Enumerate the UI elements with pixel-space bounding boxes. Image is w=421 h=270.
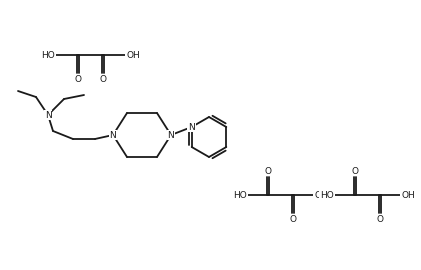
Text: O: O — [376, 214, 384, 224]
Text: OH: OH — [401, 191, 415, 200]
Text: HO: HO — [233, 191, 247, 200]
Text: O: O — [75, 75, 82, 83]
Text: N: N — [45, 110, 51, 120]
Text: O: O — [264, 167, 272, 176]
Text: HO: HO — [320, 191, 334, 200]
Text: N: N — [168, 130, 174, 140]
Text: O: O — [352, 167, 359, 176]
Text: O: O — [290, 214, 296, 224]
Text: N: N — [109, 130, 116, 140]
Text: N: N — [188, 123, 195, 131]
Text: OH: OH — [126, 50, 140, 59]
Text: OH: OH — [314, 191, 328, 200]
Text: O: O — [99, 75, 107, 83]
Text: HO: HO — [41, 50, 55, 59]
